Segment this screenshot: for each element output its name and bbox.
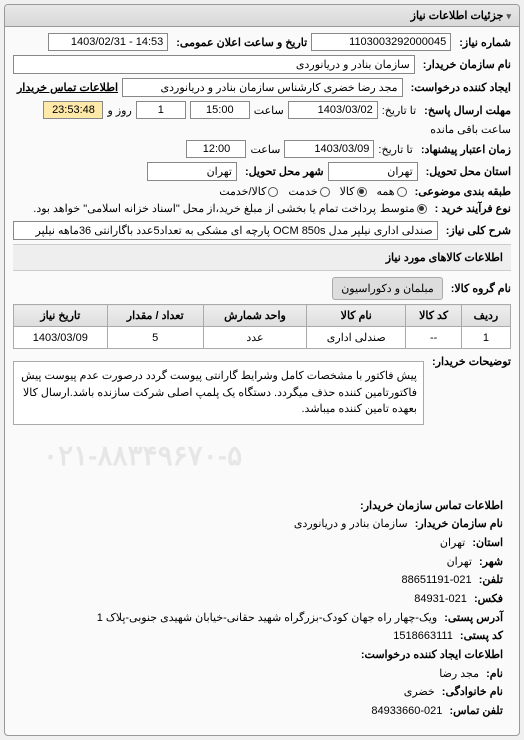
deadline-until-label: تا تاریخ:: [382, 104, 416, 117]
request-no-field: 1103003292000045: [311, 33, 451, 51]
td-unit: عدد: [203, 327, 306, 349]
subject-label: شرح کلی نیاز:: [446, 224, 511, 237]
c-contact-phone: 021-84933660: [371, 705, 442, 717]
th-code: کد کالا: [406, 305, 461, 327]
th-name: نام کالا: [307, 305, 406, 327]
request-no-label: شماره نیاز:: [459, 36, 511, 49]
c-province-label: استان:: [472, 537, 503, 549]
c-address-label: آدرس پستی:: [444, 612, 503, 624]
c-zip-label: کد پستی:: [460, 630, 503, 642]
remain-label: ساعت باقی مانده: [430, 123, 511, 136]
category-label: طبقه بندی موضوعی:: [415, 185, 511, 198]
c-phone: 021-88651191: [401, 574, 471, 586]
deliver-loc-field: تهران: [328, 162, 418, 181]
radio-goodservice[interactable]: کالا/خدمت: [219, 185, 278, 198]
goods-group-label: نام گروه کالا:: [451, 282, 511, 295]
validity-label: زمان اعتبار پیشنهاد:: [421, 143, 511, 156]
creator-field: مجد رضا خضری کارشناس سازمان بنادر و دریا…: [122, 78, 403, 97]
creator-label: ایجاد کننده درخواست:: [411, 81, 511, 94]
watermark-area: ۰۲۱-۸۸۳۴۹۶۷٠-۵: [13, 429, 511, 489]
panel-title: ▾ جزئیات اطلاعات نیاز: [5, 5, 519, 27]
c-phone-label: تلفن:: [479, 574, 503, 586]
th-qty: تعداد / مقدار: [107, 305, 203, 327]
radio-mid[interactable]: متوسط: [380, 202, 427, 215]
c-name-label: نام:: [486, 668, 503, 680]
deadline-date-field: 1403/03/02: [288, 101, 378, 119]
td-code: --: [406, 327, 461, 349]
c-city: تهران: [447, 556, 472, 568]
c-fax-label: فکس:: [474, 593, 503, 605]
td-row: 1: [461, 327, 510, 349]
radio-goods[interactable]: کالا: [340, 185, 367, 198]
purchase-note: پرداخت تمام یا بخشی از مبلغ خرید،از محل …: [13, 202, 376, 215]
deadline-time-field: 15:00: [190, 101, 250, 119]
c-surname-label: نام خانوادگی:: [442, 686, 503, 698]
th-row: ردیف: [461, 305, 510, 327]
th-unit: واحد شمارش: [203, 305, 306, 327]
table-row[interactable]: 1 -- صندلی اداری عدد 5 1403/03/09: [14, 327, 511, 349]
buyer-org-label: نام سازمان خریدار:: [423, 58, 511, 71]
c-name: مجد رضا: [439, 668, 479, 680]
td-date: 1403/03/09: [14, 327, 108, 349]
td-qty: 5: [107, 327, 203, 349]
time-label-2: ساعت: [250, 143, 280, 156]
c-address: ویک-چهار راه جهان کودک-بزرگراه شهید حقان…: [97, 612, 437, 624]
remain-time-field: 23:53:48: [43, 101, 103, 119]
buyer-org-field: سازمان بنادر و دریانوردی: [13, 55, 415, 74]
city-label: شهر محل تحویل:: [245, 165, 324, 178]
th-date: تاریخ نیاز: [14, 305, 108, 327]
validity-until-label: تا تاریخ:: [378, 143, 412, 156]
category-radio-group: همه کالا خدمت کالا/خدمت: [219, 185, 406, 198]
c-zip: 1518663111: [393, 630, 453, 642]
subject-field: صندلی اداری نیلپر مدل OCM 850s پارچه ای …: [13, 221, 438, 240]
days-label: روز و: [107, 104, 131, 117]
panel-title-text: جزئیات اطلاعات نیاز: [411, 10, 504, 22]
c-reqcreator-label: اطلاعات ایجاد کننده درخواست:: [361, 649, 503, 661]
deliver-loc-label: استان محل تحویل:: [426, 165, 511, 178]
c-city-label: شهر:: [479, 556, 503, 568]
days-field: 1: [136, 101, 186, 119]
contact-section-title: اطلاعات تماس سازمان خریدار:: [360, 500, 503, 512]
time-label-1: ساعت: [254, 104, 284, 117]
contact-block: اطلاعات تماس سازمان خریدار: نام سازمان خ…: [13, 489, 511, 729]
panel-body: شماره نیاز: 1103003292000045 تاریخ و ساع…: [5, 27, 519, 735]
c-contact-phone-label: تلفن تماس:: [449, 705, 503, 717]
c-fax: 021-84931: [414, 593, 467, 605]
announce-field: 14:53 - 1403/02/31: [48, 33, 168, 51]
goods-section-title: اطلاعات کالاهای مورد نیاز: [13, 244, 511, 271]
radio-all[interactable]: همه: [377, 185, 407, 198]
city-field: تهران: [147, 162, 237, 181]
goods-group-field: مبلمان و دکوراسیون: [332, 277, 443, 300]
watermark-text: ۰۲۱-۸۸۳۴۹۶۷٠-۵: [43, 439, 242, 472]
c-org-label: نام سازمان خریدار:: [415, 518, 503, 530]
c-surname: خضری: [404, 686, 435, 698]
validity-date-field: 1403/03/09: [284, 140, 374, 158]
table-header-row: ردیف کد کالا نام کالا واحد شمارش تعداد /…: [14, 305, 511, 327]
c-province: تهران: [440, 537, 465, 549]
buyer-contact-link[interactable]: اطلاعات تماس خریدار: [17, 81, 118, 94]
collapse-icon[interactable]: ▾: [506, 11, 511, 21]
goods-table: ردیف کد کالا نام کالا واحد شمارش تعداد /…: [13, 304, 511, 349]
purchase-type-label: نوع فرآیند خرید :: [435, 202, 511, 215]
validity-time-field: 12:00: [186, 140, 246, 158]
buyer-notes-field: پیش فاکتور با مشخصات کامل وشرایط گارانتی…: [13, 361, 424, 425]
c-org: سازمان بنادر و دریانوردی: [294, 518, 408, 530]
deadline-reply-label: مهلت ارسال پاسخ:: [424, 104, 511, 117]
announce-label: تاریخ و ساعت اعلان عمومی:: [176, 36, 307, 49]
buyer-notes-label: توضیحات خریدار:: [432, 355, 511, 368]
td-name: صندلی اداری: [307, 327, 406, 349]
details-panel: ▾ جزئیات اطلاعات نیاز شماره نیاز: 110300…: [4, 4, 520, 736]
radio-service[interactable]: خدمت: [288, 185, 329, 198]
